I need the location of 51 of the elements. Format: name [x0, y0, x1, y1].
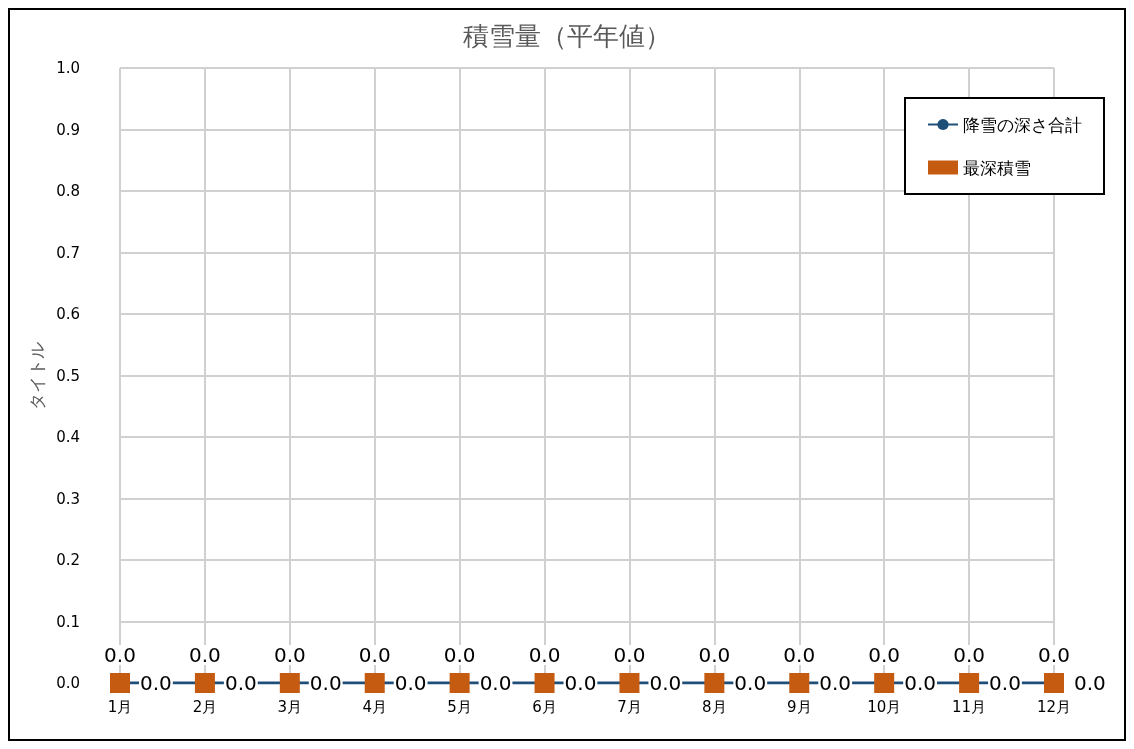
y-tick-label: 0.8 [56, 182, 80, 200]
data-label: 0.0 [904, 671, 936, 695]
data-label: 0.0 [1038, 643, 1070, 667]
data-label: 0.0 [479, 671, 512, 695]
x-tick-label: 6月 [532, 697, 557, 716]
data-label: 0.0 [868, 643, 901, 667]
y-tick-label: 0.7 [56, 243, 80, 262]
x-tick-label: 8月 [702, 697, 727, 716]
data-label: 0.0 [698, 643, 731, 667]
legend-label: 降雪の深さ合計 [963, 114, 1082, 135]
x-tick-label: 4月 [362, 697, 387, 716]
data-label: 0.0 [273, 643, 306, 667]
x-tick-label: 1月 [107, 697, 133, 716]
y-tick-label: 0.2 [56, 551, 80, 569]
x-tick-label: 9月 [787, 697, 812, 716]
y-tick-label: 0.4 [56, 428, 80, 446]
y-tick-label: 0.0 [56, 674, 80, 692]
data-label: 0.0 [989, 671, 1021, 695]
y-tick-label: 0.1 [56, 612, 80, 631]
data-label: 0.0 [613, 643, 646, 667]
data-label: 0.0 [104, 643, 136, 667]
y-tick-label: 1.0 [56, 59, 80, 77]
y-tick-label: 0.3 [56, 489, 80, 508]
x-tick-label: 12月 [1036, 697, 1072, 716]
x-tick-label: 10月 [867, 697, 902, 716]
x-tick-label: 7月 [617, 697, 642, 716]
data-label: 0.0 [309, 671, 342, 695]
y-tick-label: 0.6 [56, 305, 80, 323]
data-label: 0.0 [358, 643, 391, 667]
legend-label: 最深積雪 [963, 157, 1031, 178]
x-tick-label: 3月 [277, 697, 303, 716]
x-tick-label: 5月 [447, 697, 472, 716]
data-label: 0.0 [189, 643, 221, 667]
data-label: 0.0 [443, 643, 476, 667]
chart-title: 積雪量（平年値） [463, 21, 671, 51]
data-label: 0.0 [528, 643, 561, 667]
data-label: 0.0 [783, 643, 816, 667]
x-tick-label: 2月 [192, 697, 218, 716]
data-label: 0.0 [953, 643, 985, 667]
data-label: 0.0 [1074, 671, 1106, 695]
y-tick-label: 0.5 [56, 366, 80, 385]
data-label: 0.0 [140, 671, 172, 695]
x-tick-label: 11月 [952, 697, 987, 716]
data-label: 0.0 [734, 671, 767, 695]
y-axis-title: タイトル [26, 341, 47, 410]
y-tick-label: 0.9 [56, 120, 80, 139]
data-label: 0.0 [819, 671, 852, 695]
data-label: 0.0 [564, 671, 597, 695]
data-label: 0.0 [224, 671, 257, 695]
data-label: 0.0 [649, 671, 682, 695]
data-label: 0.0 [394, 671, 427, 695]
